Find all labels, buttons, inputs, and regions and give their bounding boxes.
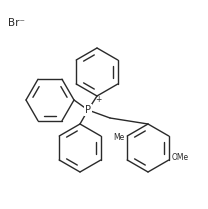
Text: OMe: OMe [172,153,189,163]
Text: +: + [95,95,101,104]
Text: Me: Me [113,134,124,143]
Text: Br⁻: Br⁻ [8,18,25,28]
Text: P: P [85,105,91,115]
